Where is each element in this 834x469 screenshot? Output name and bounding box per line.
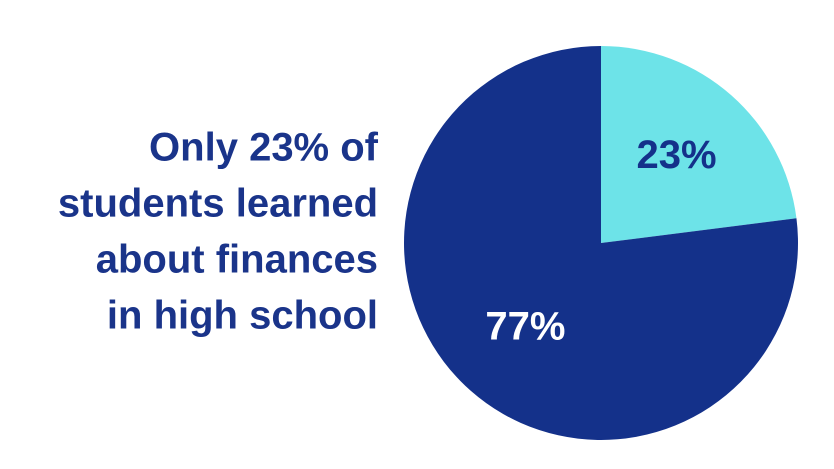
title-line: about finances: [96, 238, 378, 282]
slice-label: 77%: [485, 304, 565, 348]
pie-slice: [601, 46, 797, 243]
pie-slice: [403, 46, 798, 440]
title-line: in high school: [107, 294, 378, 338]
title-line: students learned: [58, 182, 378, 226]
slice-label: 23%: [637, 133, 717, 177]
title-line: Only 23% of: [149, 126, 379, 170]
